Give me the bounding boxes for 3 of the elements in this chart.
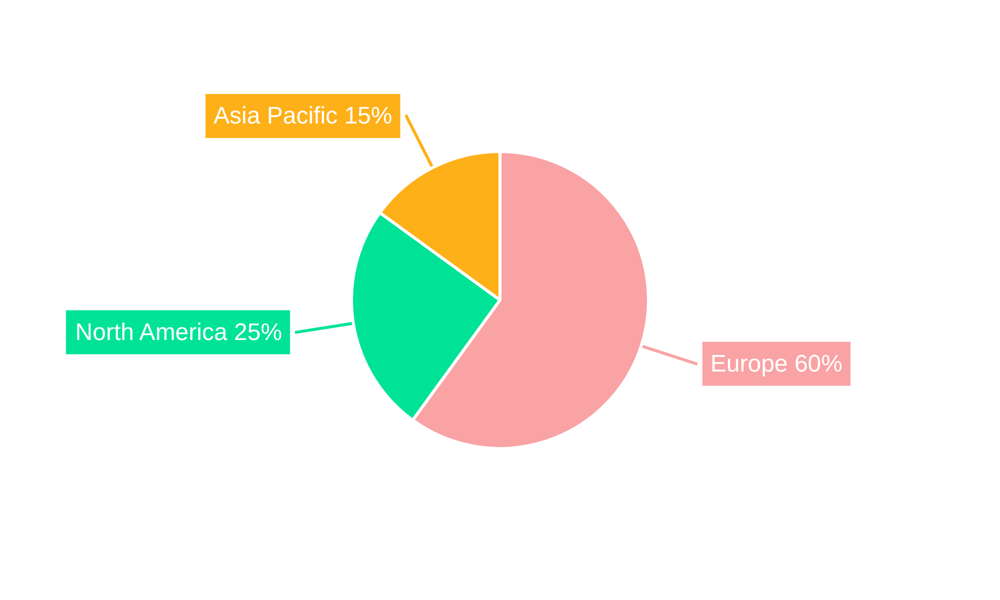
slice-label: Europe 60% [710,350,842,378]
slice-label: North America 25% [75,318,282,346]
slice-label: Asia Pacific 15% [214,102,392,130]
